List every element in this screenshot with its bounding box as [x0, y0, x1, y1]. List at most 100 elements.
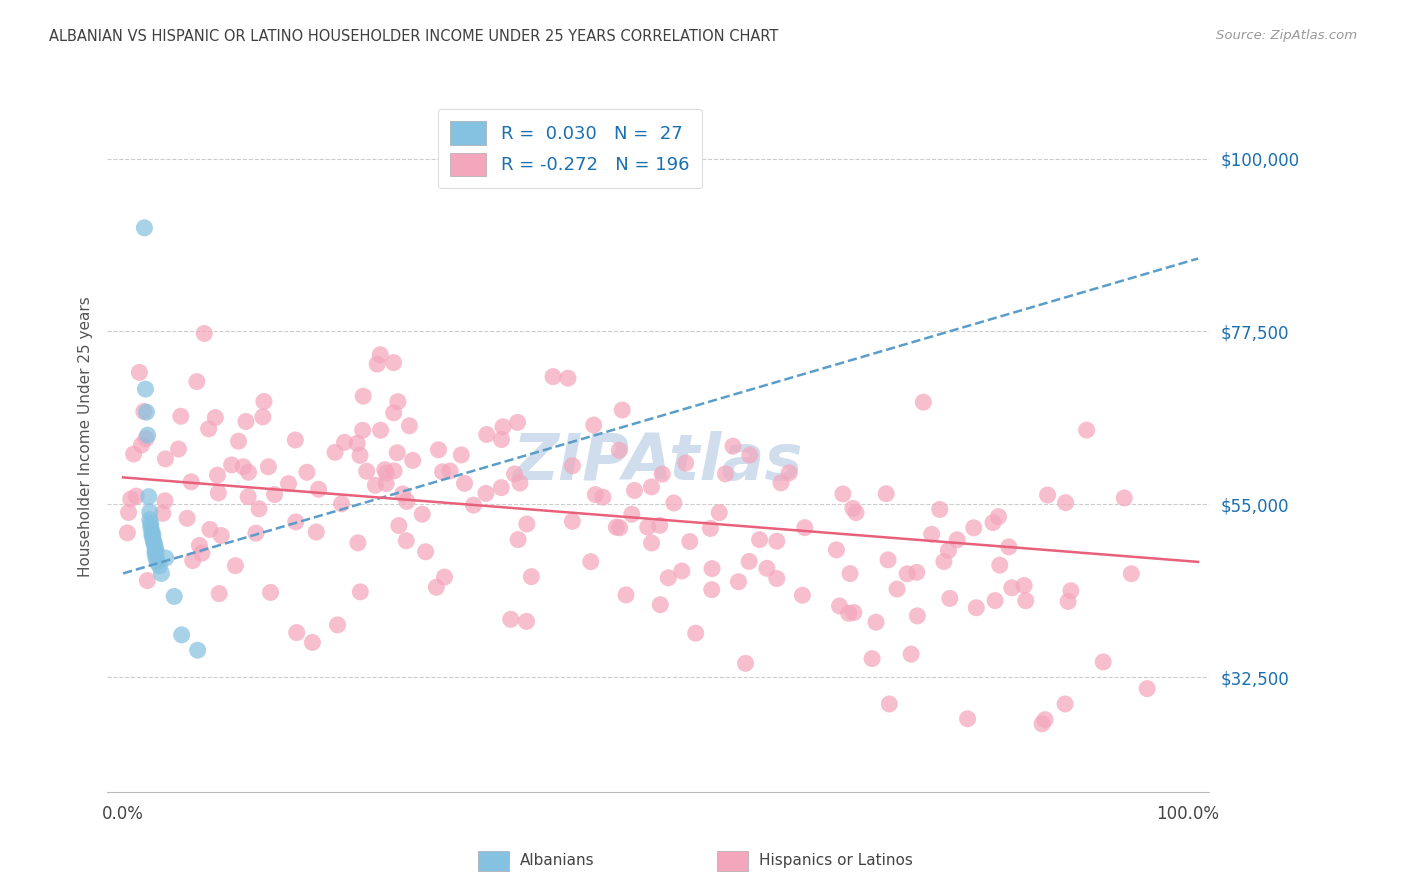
Point: [135, 432, 157, 446]
Point: [671, 564, 693, 578]
Point: [181, 553, 204, 567]
Point: [152, 506, 174, 520]
Point: [148, 558, 170, 573]
Point: [1057, 594, 1080, 608]
Point: [860, 651, 883, 665]
Point: [675, 456, 697, 470]
Point: [1033, 713, 1056, 727]
Point: [492, 420, 515, 434]
Point: [475, 486, 498, 500]
Point: [721, 439, 744, 453]
Point: [374, 463, 396, 477]
Point: [842, 606, 865, 620]
Point: [346, 436, 368, 450]
Point: [579, 555, 602, 569]
Point: [356, 464, 378, 478]
Point: [865, 615, 887, 630]
Point: [1076, 423, 1098, 437]
Point: [236, 490, 259, 504]
Point: [131, 438, 153, 452]
Point: [352, 389, 374, 403]
Point: [285, 625, 308, 640]
Point: [187, 643, 209, 657]
Point: [349, 585, 371, 599]
Point: [965, 600, 987, 615]
Point: [685, 626, 707, 640]
Point: [370, 423, 392, 437]
Point: [650, 598, 672, 612]
Point: [1012, 578, 1035, 592]
Point: [232, 459, 254, 474]
Point: [247, 501, 270, 516]
Point: [186, 375, 208, 389]
Point: [170, 628, 193, 642]
Point: [395, 533, 418, 548]
Point: [981, 516, 1004, 530]
Point: [792, 588, 814, 602]
Point: [877, 553, 900, 567]
Legend: R =  0.030   N =  27, R = -0.272   N = 196: R = 0.030 N = 27, R = -0.272 N = 196: [437, 109, 702, 188]
Point: [765, 572, 787, 586]
Point: [411, 507, 433, 521]
Point: [155, 451, 177, 466]
Point: [956, 712, 979, 726]
Point: [238, 465, 260, 479]
Point: [228, 434, 250, 449]
Point: [769, 475, 792, 490]
Point: [198, 523, 221, 537]
Point: [208, 586, 231, 600]
Point: [433, 570, 456, 584]
Point: [235, 415, 257, 429]
Point: [1015, 593, 1038, 607]
Point: [385, 446, 408, 460]
Point: [150, 566, 173, 581]
Point: [839, 566, 862, 581]
Point: [432, 465, 454, 479]
Point: [845, 506, 868, 520]
Point: [509, 476, 531, 491]
Point: [128, 365, 150, 379]
Point: [225, 558, 247, 573]
Point: [221, 458, 243, 472]
Point: [193, 326, 215, 341]
Point: [605, 520, 627, 534]
Point: [191, 546, 214, 560]
Point: [900, 647, 922, 661]
Point: [382, 356, 405, 370]
Point: [1054, 697, 1077, 711]
Point: [1092, 655, 1115, 669]
Point: [1054, 496, 1077, 510]
Point: [197, 422, 219, 436]
Y-axis label: Householder Income Under 25 years: Householder Income Under 25 years: [79, 297, 93, 577]
Point: [308, 483, 330, 497]
Point: [842, 501, 865, 516]
Point: [253, 394, 276, 409]
Text: Source: ZipAtlas.com: Source: ZipAtlas.com: [1216, 29, 1357, 42]
Point: [284, 433, 307, 447]
Point: [825, 542, 848, 557]
Point: [714, 467, 737, 481]
Point: [905, 608, 928, 623]
Point: [700, 582, 723, 597]
Point: [145, 551, 167, 566]
Point: [506, 416, 529, 430]
Point: [263, 487, 285, 501]
Point: [375, 466, 398, 480]
Point: [1114, 491, 1136, 505]
Point: [928, 502, 950, 516]
Point: [506, 533, 529, 547]
Point: [143, 547, 166, 561]
Point: [738, 554, 761, 568]
Point: [651, 467, 673, 482]
Point: [662, 496, 685, 510]
Point: [143, 535, 166, 549]
Point: [637, 520, 659, 534]
Point: [1031, 716, 1053, 731]
Point: [755, 561, 778, 575]
Point: [623, 483, 645, 498]
Point: [326, 618, 349, 632]
Point: [245, 526, 267, 541]
Point: [1060, 583, 1083, 598]
Point: [491, 481, 513, 495]
Point: [738, 448, 761, 462]
